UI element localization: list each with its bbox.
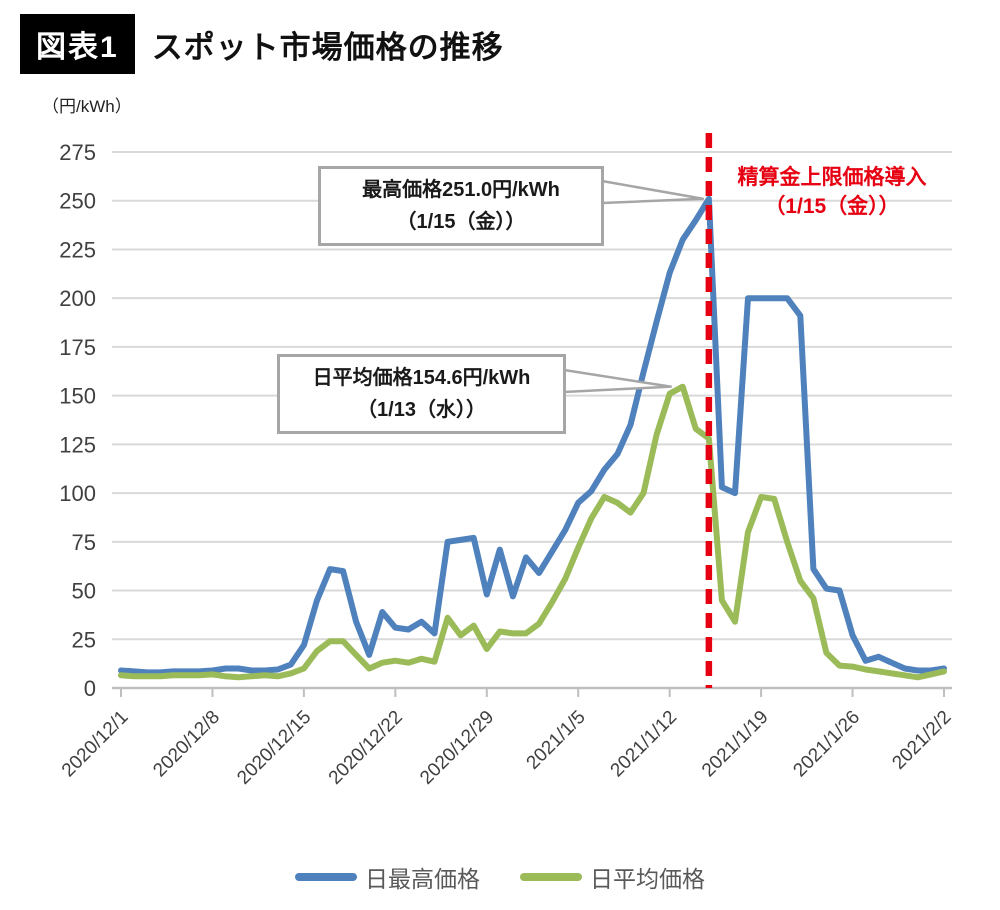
legend-item-daily-avg: 日平均価格 <box>520 860 705 894</box>
y-axis-tick-label: 125 <box>59 432 96 457</box>
avg-price-callout-line1: 日平均価格154.6円/kWh <box>312 367 531 389</box>
y-axis-tick-label: 25 <box>72 627 96 652</box>
y-axis-tick-label: 275 <box>59 140 96 165</box>
legend-swatch-daily-avg <box>520 873 582 881</box>
series-line-daily-max <box>118 195 947 676</box>
y-axis-tick-label: 0 <box>84 676 96 701</box>
x-axis-tick-label: 2020/12/8 <box>149 707 224 782</box>
figure-title: スポット市場価格の推移 <box>151 29 504 65</box>
y-axis-tick-label: 175 <box>59 335 96 360</box>
chart-legend: 日最高価格 日平均価格 <box>0 860 1000 894</box>
x-axis-tick-label: 2020/12/22 <box>325 707 407 789</box>
max-price-callout: 最高価格251.0円/kWh （1/15（金）） <box>318 166 604 246</box>
max-price-callout-line2: （1/15（金）） <box>396 211 526 233</box>
max-price-callout-line1: 最高価格251.0円/kWh <box>362 179 560 201</box>
legend-label-daily-max: 日最高価格 <box>365 866 480 892</box>
x-axis-tick-label: 2020/12/15 <box>233 707 315 789</box>
legend-item-daily-max: 日最高価格 <box>295 860 480 894</box>
y-axis-tick-label: 200 <box>59 286 96 311</box>
x-axis-tick-label: 2021/1/19 <box>698 707 773 782</box>
y-axis-tick-label: 50 <box>72 579 96 604</box>
avg-price-callout: 日平均価格154.6円/kWh （1/13（水）） <box>277 354 566 434</box>
max-callout-pointer <box>600 179 705 205</box>
y-axis-tick-label: 250 <box>59 189 96 214</box>
avg-callout-pointer <box>562 368 672 394</box>
y-axis-tick-label: 100 <box>59 481 96 506</box>
y-axis-tick-label: 75 <box>72 530 96 555</box>
figure-header: 図表1 スポット市場価格の推移 <box>20 14 504 74</box>
x-axis-tick-label: 2020/12/1 <box>58 707 133 782</box>
x-axis-tick-label: 2021/2/2 <box>888 707 955 774</box>
x-axis-tick-label: 2021/1/12 <box>607 707 682 782</box>
legend-swatch-daily-max <box>295 873 357 881</box>
y-axis-tick-label: 225 <box>59 237 96 262</box>
y-axis-unit-label: （円/kWh） <box>42 97 132 116</box>
price-cap-event-label: 精算金上限価格導入 （1/15（金）） <box>712 163 952 222</box>
x-axis-tick-label: 2021/1/26 <box>789 707 864 782</box>
x-axis-tick-label: 2021/1/5 <box>523 707 590 774</box>
price-cap-event-label-line1: 精算金上限価格導入 <box>737 166 927 189</box>
legend-label-daily-avg: 日平均価格 <box>590 866 705 892</box>
x-axis-tick-label: 2020/12/29 <box>416 707 498 789</box>
avg-price-callout-line2: （1/13（水）） <box>357 399 486 421</box>
price-cap-event-label-line2: （1/15（金）） <box>764 195 900 219</box>
figure-badge: 図表1 <box>20 14 135 74</box>
y-axis-tick-label: 150 <box>59 384 96 409</box>
series-line-daily-avg <box>118 383 947 681</box>
